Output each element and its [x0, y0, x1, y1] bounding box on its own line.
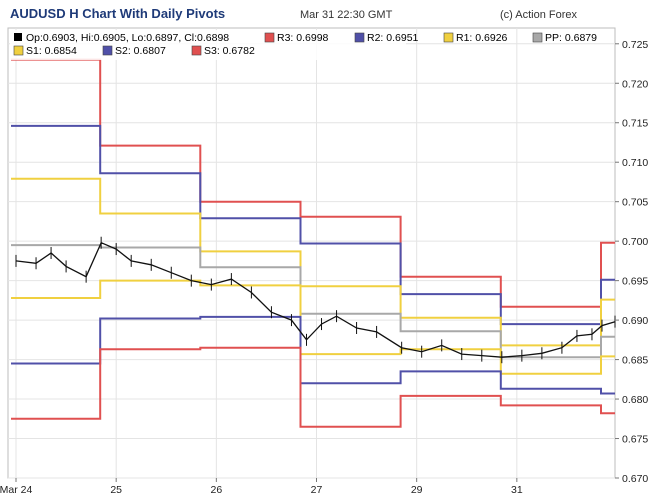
series-r2-line [11, 124, 615, 326]
x-tick-label: 29 [411, 484, 423, 496]
y-tick-label: 0.670 [622, 473, 648, 485]
legend-swatch-s3 [191, 45, 202, 56]
chart-title: AUDUSD H Chart With Daily Pivots [10, 6, 225, 21]
legend-label-s2: S2: 0.6807 [115, 45, 166, 57]
legend-swatch-pp [532, 32, 543, 43]
x-tick-label: 27 [311, 484, 323, 496]
x-tick-label: 25 [110, 484, 122, 496]
x-tick-label: 26 [210, 484, 222, 496]
legend-item-r2: R2: 0.6951 [354, 32, 419, 44]
plot-area [7, 27, 616, 479]
series-r3-line [11, 58, 615, 308]
legend-swatch-s1 [13, 45, 24, 56]
legend-label-s1: S1: 0.6854 [26, 45, 77, 57]
x-tick-label: Mar 24 [0, 484, 33, 496]
price-line [15, 241, 616, 358]
y-tick-label: 0.720 [622, 78, 648, 90]
legend-swatch-r2 [354, 32, 365, 43]
legend-label-r3: R3: 0.6998 [277, 32, 329, 44]
series-r1-line [11, 177, 615, 347]
legend-item-s2: S2: 0.6807 [102, 45, 166, 57]
legend-background [10, 30, 406, 60]
y-tick-label: 0.710 [622, 157, 648, 169]
x-axis: Mar 24 25 26 27 29 31 [0, 478, 523, 496]
y-tick-label: 0.680 [622, 394, 648, 406]
legend-item-s3: S3: 0.6782 [191, 45, 255, 57]
y-tick-label: 0.725 [622, 39, 648, 51]
series-s2-line [11, 315, 615, 395]
y-tick-label: 0.675 [622, 434, 648, 446]
legend-item-pp: PP: 0.6879 [532, 32, 597, 44]
legend-item-s1: S1: 0.6854 [13, 45, 77, 57]
legend-swatch-r3 [264, 32, 275, 43]
legend-item-r1: R1: 0.6926 [443, 32, 508, 44]
y-tick-label: 0.695 [622, 276, 648, 288]
legend-label-ohlc: Op:0.6903, Hi:0.6905, Lo:0.6897, Cl:0.68… [26, 32, 229, 44]
series-s1-line [11, 279, 615, 375]
legend-label-s3: S3: 0.6782 [204, 45, 255, 57]
y-tick-label: 0.690 [622, 315, 648, 327]
legend: Op:0.6903, Hi:0.6905, Lo:0.6897, Cl:0.68… [10, 30, 597, 60]
series-pp-line [11, 244, 615, 359]
legend-item-ohlc: Op:0.6903, Hi:0.6905, Lo:0.6897, Cl:0.68… [14, 32, 229, 44]
legend-label-r2: R2: 0.6951 [367, 32, 419, 44]
legend-item-r3: R3: 0.6998 [264, 32, 329, 44]
price-series [15, 236, 616, 364]
y-tick-label: 0.715 [622, 118, 648, 130]
legend-swatch-ohlc [14, 33, 22, 41]
legend-label-pp: PP: 0.6879 [545, 32, 597, 44]
y-tick-label: 0.685 [622, 355, 648, 367]
legend-swatch-r1 [443, 32, 454, 43]
y-axis: 0.725 0.720 0.715 0.710 0.705 0.700 0.695 0.690… [615, 39, 648, 485]
chart-copyright: (c) Action Forex [500, 9, 578, 21]
series-s3-line [11, 346, 615, 428]
y-tick-label: 0.705 [622, 197, 648, 209]
legend-label-r1: R1: 0.6926 [456, 32, 508, 44]
legend-swatch-s2 [102, 45, 113, 56]
chart-timestamp: Mar 31 22:30 GMT [300, 9, 393, 21]
x-tick-label: 31 [511, 484, 523, 496]
y-tick-label: 0.700 [622, 236, 648, 248]
series-layer [11, 58, 615, 428]
